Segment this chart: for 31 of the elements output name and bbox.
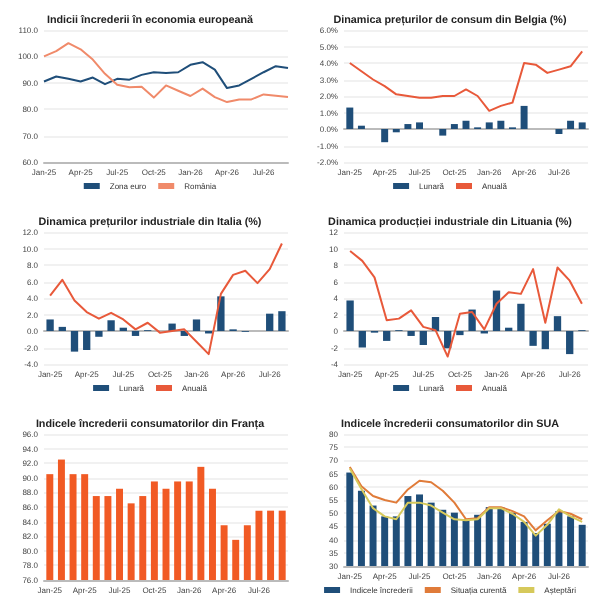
line-series xyxy=(348,50,584,112)
line-series xyxy=(43,42,289,104)
bar xyxy=(346,107,354,129)
bar xyxy=(497,120,505,129)
line-series xyxy=(349,249,583,358)
bar xyxy=(553,316,562,331)
line-series xyxy=(43,61,289,90)
bar xyxy=(416,122,424,129)
bar xyxy=(529,331,537,346)
bar xyxy=(70,331,79,352)
bar xyxy=(566,331,574,355)
bar xyxy=(517,303,525,331)
bar xyxy=(278,311,286,331)
bar xyxy=(578,122,586,129)
bar xyxy=(358,331,366,348)
bar xyxy=(567,120,575,129)
bar xyxy=(83,331,91,350)
bar xyxy=(266,313,274,331)
bar xyxy=(381,129,389,143)
bar xyxy=(192,319,201,331)
line-series xyxy=(49,242,283,356)
bar xyxy=(383,331,391,341)
bar xyxy=(95,331,103,337)
bar xyxy=(439,129,447,136)
bar xyxy=(520,105,528,129)
bar xyxy=(419,331,427,346)
bar xyxy=(541,331,549,350)
bar xyxy=(485,122,493,129)
bar xyxy=(346,300,354,331)
bar xyxy=(46,319,54,331)
bar xyxy=(107,320,115,331)
